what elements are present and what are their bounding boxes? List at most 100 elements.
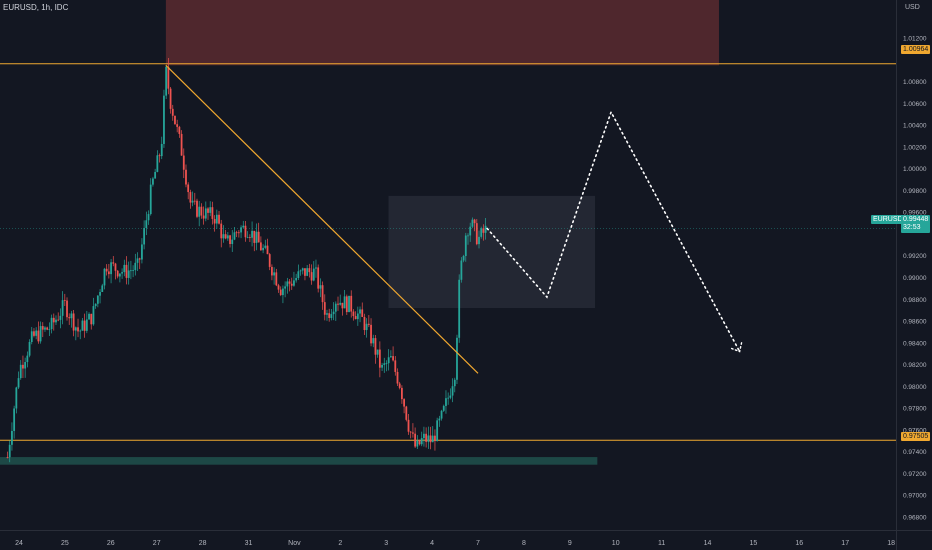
candle-body bbox=[215, 214, 218, 224]
candle-body bbox=[17, 378, 20, 388]
candle-body bbox=[284, 286, 287, 289]
candle-body bbox=[317, 267, 320, 289]
price-tick-label: 1.00400 bbox=[903, 123, 927, 130]
projection-arrowhead bbox=[730, 341, 743, 353]
candle-body bbox=[436, 420, 439, 442]
candle-body bbox=[268, 254, 271, 267]
candle-body bbox=[427, 435, 430, 442]
candle-body bbox=[392, 356, 394, 361]
price-tick-label: 0.98800 bbox=[903, 297, 927, 304]
candle-body bbox=[244, 225, 247, 238]
candle-body bbox=[387, 357, 390, 364]
time-tick-label: 11 bbox=[658, 540, 665, 547]
candle-body bbox=[112, 262, 115, 264]
candle-body bbox=[394, 360, 397, 372]
candle-body bbox=[174, 115, 176, 125]
candle-body bbox=[149, 184, 152, 215]
time-tick-label: 16 bbox=[795, 540, 803, 547]
candle-body bbox=[204, 208, 207, 219]
candle-body bbox=[6, 457, 9, 458]
candle-body bbox=[253, 230, 256, 243]
candle-body bbox=[66, 300, 68, 318]
candle-body bbox=[332, 311, 335, 315]
time-tick-label: 28 bbox=[199, 540, 207, 547]
time-tick-label: 24 bbox=[15, 540, 23, 547]
candle-body bbox=[343, 296, 346, 309]
candle-body bbox=[52, 317, 55, 323]
candle-body bbox=[308, 268, 311, 273]
candle-body bbox=[440, 410, 443, 419]
support-price-tag: 0.97505 bbox=[901, 432, 931, 441]
price-tick-label: 1.01200 bbox=[903, 36, 927, 43]
candle-body bbox=[458, 279, 461, 338]
candle-body bbox=[350, 295, 353, 312]
candle-body bbox=[180, 133, 183, 156]
candle-body bbox=[74, 327, 77, 331]
candle-body bbox=[478, 236, 480, 245]
candle-body bbox=[19, 364, 22, 379]
candle-body bbox=[442, 405, 445, 411]
candle-body bbox=[277, 285, 280, 290]
candle-body bbox=[37, 330, 40, 342]
candle-body bbox=[24, 362, 27, 369]
candle-body bbox=[35, 330, 38, 336]
candle-body bbox=[209, 207, 212, 213]
price-tick-label: 0.97000 bbox=[903, 493, 927, 500]
candle-body bbox=[275, 272, 278, 286]
candle-body bbox=[367, 323, 370, 325]
candle-body bbox=[473, 219, 476, 224]
price-tick-label: 0.99800 bbox=[903, 188, 927, 195]
candle-body bbox=[83, 320, 86, 331]
candle-body bbox=[30, 331, 33, 342]
candle-body bbox=[218, 214, 220, 224]
time-tick-label: 27 bbox=[153, 540, 161, 547]
candle-body bbox=[116, 270, 119, 277]
candle-body bbox=[92, 306, 95, 325]
candle-body bbox=[429, 435, 432, 443]
candle-body bbox=[72, 313, 75, 331]
candle-body bbox=[321, 285, 324, 303]
candle-body bbox=[363, 316, 366, 331]
candle-body bbox=[282, 288, 284, 296]
price-tick-label: 1.00200 bbox=[903, 144, 927, 151]
candle-body bbox=[337, 303, 339, 305]
candle-body bbox=[79, 330, 82, 332]
candle-body bbox=[475, 223, 478, 245]
candle-body bbox=[226, 235, 229, 239]
candle-body bbox=[290, 283, 293, 286]
candle-body bbox=[178, 126, 181, 134]
time-tick-label: 31 bbox=[245, 540, 253, 547]
candle-body bbox=[125, 264, 128, 278]
candle-body bbox=[229, 235, 231, 244]
candle-body bbox=[374, 338, 377, 355]
candle-body bbox=[398, 383, 401, 388]
price-tick-label: 1.00000 bbox=[903, 166, 927, 173]
candle-body bbox=[295, 278, 298, 281]
candle-body bbox=[127, 270, 130, 278]
candle-body bbox=[304, 268, 306, 276]
candle-body bbox=[130, 270, 132, 272]
candle-body bbox=[121, 272, 123, 274]
candle-body bbox=[103, 268, 106, 286]
price-tick-label: 0.99600 bbox=[903, 210, 927, 217]
candle-body bbox=[339, 302, 342, 305]
candle-body bbox=[438, 418, 441, 421]
candle-body bbox=[381, 364, 383, 368]
candle-body bbox=[213, 218, 216, 224]
candle-body bbox=[118, 273, 121, 277]
time-tick-label: 17 bbox=[841, 540, 849, 547]
candle-body bbox=[220, 223, 223, 239]
candle-body bbox=[145, 220, 148, 228]
candle-body bbox=[141, 244, 143, 260]
candle-body bbox=[255, 231, 258, 243]
candle-body bbox=[405, 406, 408, 420]
price-tick-label: 0.98600 bbox=[903, 319, 927, 326]
resistance-price-tag: 1.00964 bbox=[901, 45, 931, 54]
price-tick-label: 0.98000 bbox=[903, 384, 927, 391]
time-tick-label: 2 bbox=[338, 540, 342, 547]
candle-body bbox=[63, 300, 66, 301]
price-tick-label: 0.97800 bbox=[903, 406, 927, 413]
candle-body bbox=[136, 258, 139, 263]
